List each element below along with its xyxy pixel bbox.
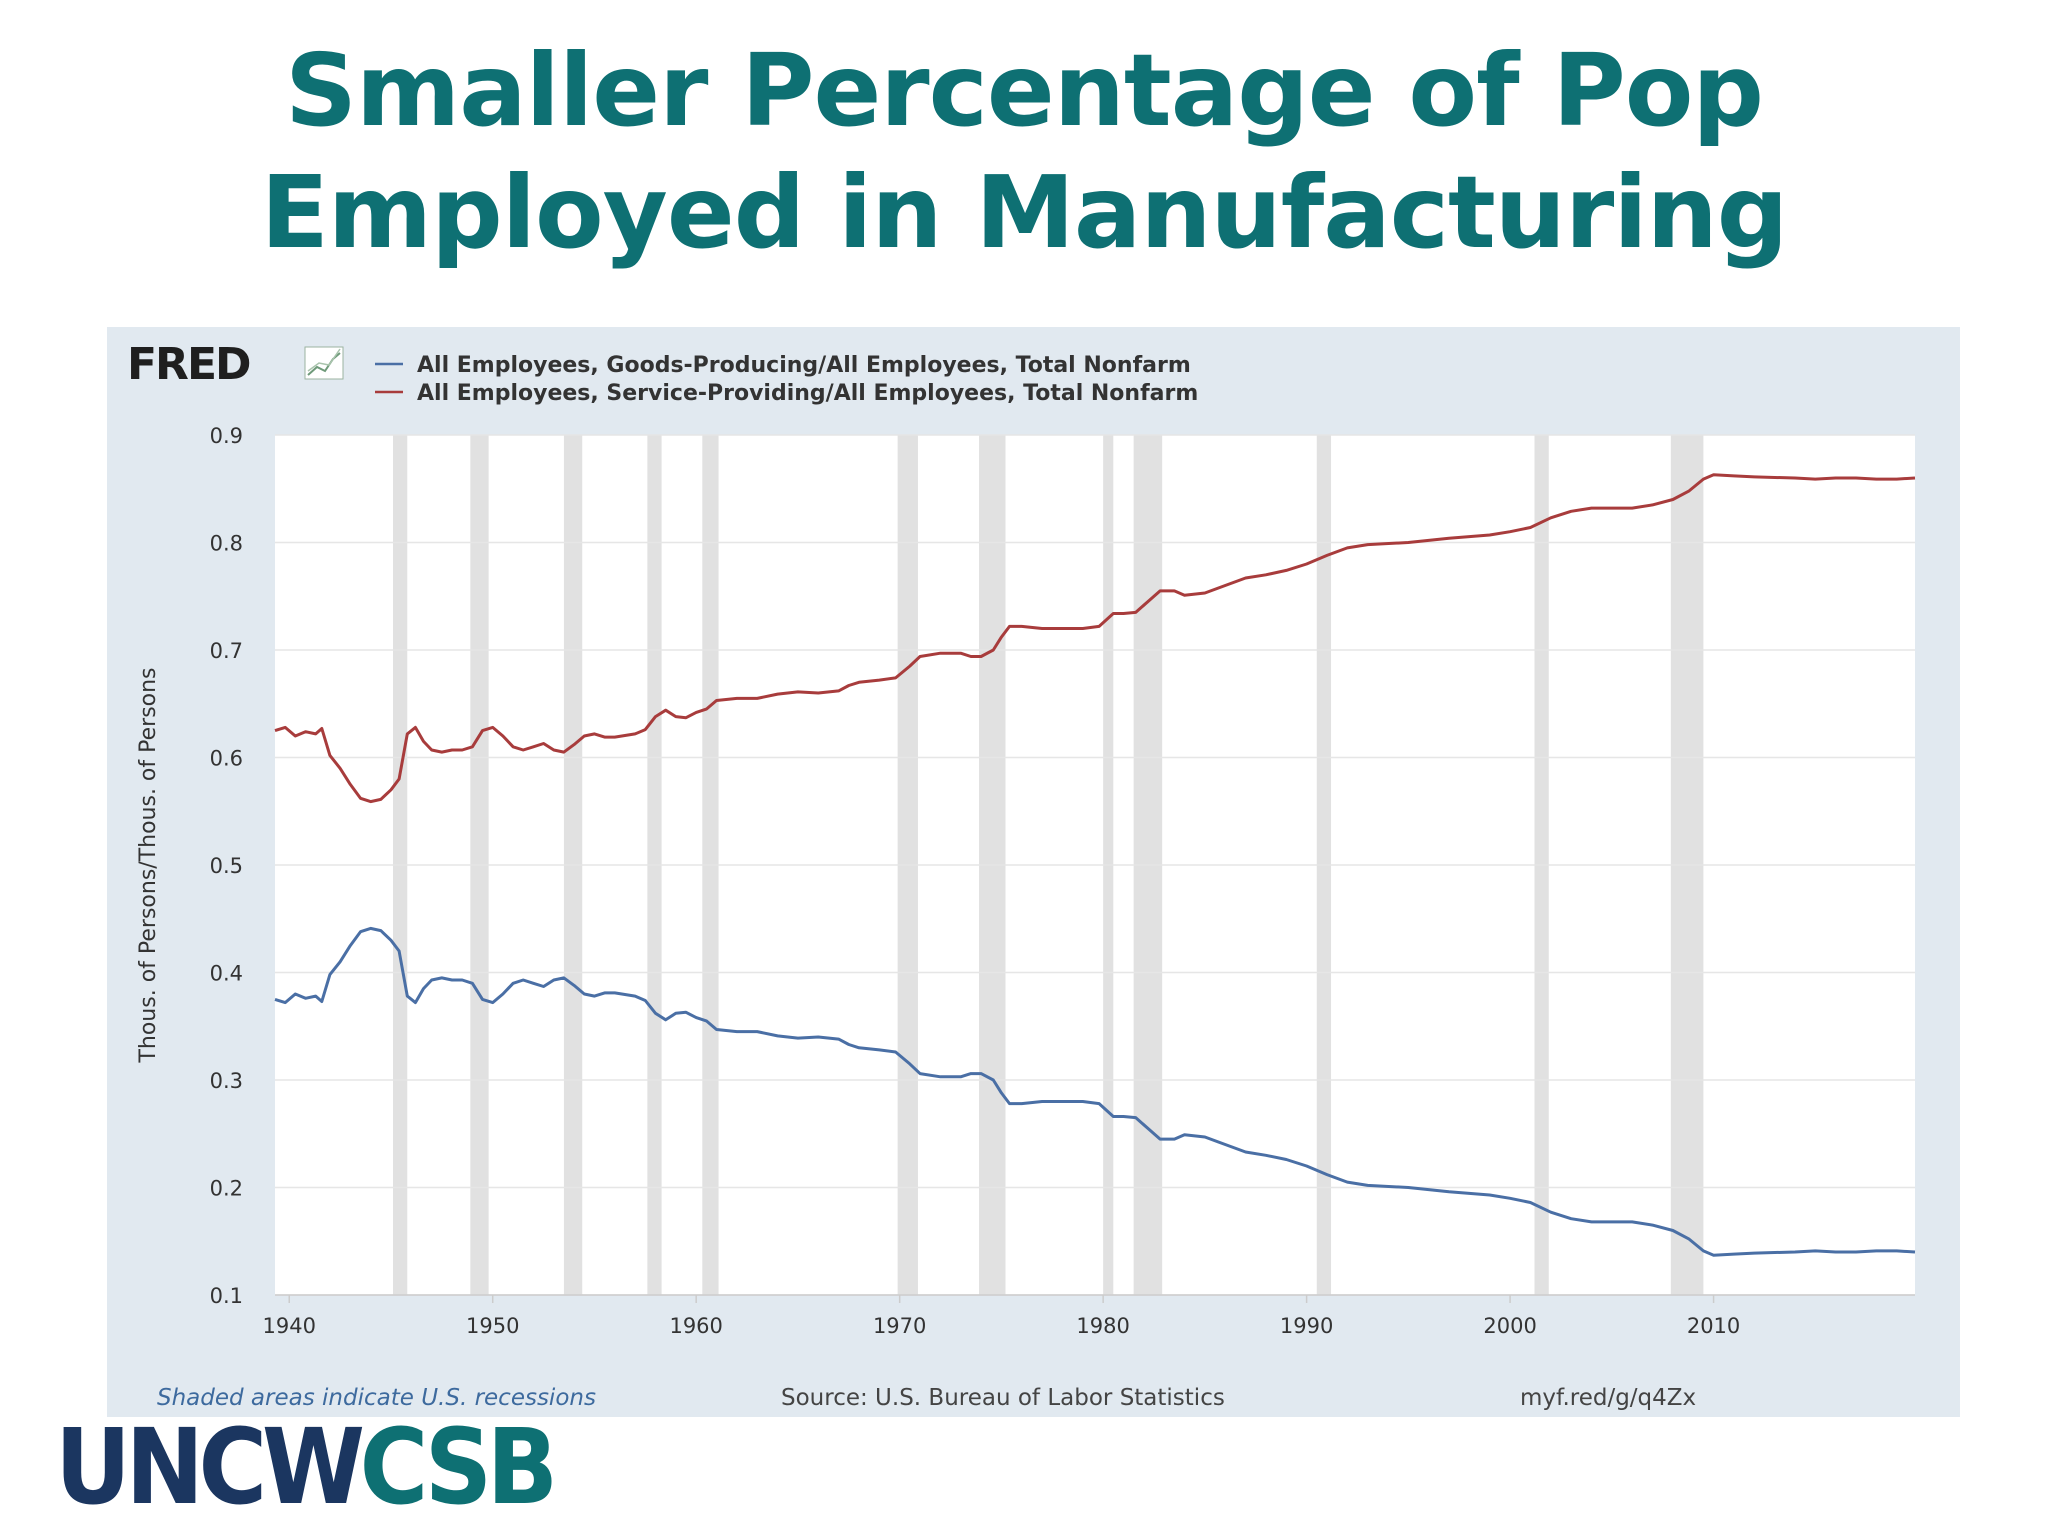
legend-label-goods: All Employees, Goods-Producing/All Emplo…: [417, 353, 1191, 378]
legend: All Employees, Goods-Producing/All Emplo…: [375, 353, 1198, 406]
fred-logo: FRED: [127, 339, 250, 390]
x-tick-labels: 1940 1950 1960 1970 1980 1990 2000 2010: [263, 1295, 1740, 1338]
x-tick-label: 2010: [1687, 1314, 1740, 1338]
x-tick-label: 1970: [873, 1314, 926, 1338]
y-tick-label: 0.8: [210, 532, 243, 556]
y-tick-label: 0.2: [210, 1177, 243, 1201]
y-tick-label: 0.4: [210, 962, 243, 986]
legend-label-service: All Employees, Service-Providing/All Emp…: [417, 381, 1198, 406]
title-line-2: Employed in Manufacturing: [260, 154, 1789, 271]
x-tick-label: 1990: [1280, 1314, 1333, 1338]
slide-title: Smaller Percentage of Pop Employed in Ma…: [0, 30, 2048, 274]
gridlines: [275, 434, 1915, 1296]
x-tick-label: 2000: [1483, 1314, 1536, 1338]
y-tick-label: 0.6: [210, 747, 243, 771]
x-tick-label: 1950: [466, 1314, 519, 1338]
fred-logo-chart-icon: [304, 346, 344, 380]
y-tick-label: 0.9: [210, 424, 243, 448]
y-tick-label: 0.7: [210, 639, 243, 663]
logo-csb: CSB: [359, 1406, 558, 1528]
chart-link[interactable]: myf.red/g/q4Zx: [1520, 1385, 1696, 1411]
logo-uncw: UNCW: [55, 1406, 365, 1528]
series-line-goods-producing: [274, 926, 1916, 1257]
x-tick-label: 1940: [263, 1314, 316, 1338]
series-line-service-providing: [274, 473, 1916, 804]
y-tick-label: 0.1: [210, 1284, 243, 1308]
source-note: Source: U.S. Bureau of Labor Statistics: [781, 1385, 1225, 1411]
recession-note: Shaded areas indicate U.S. recessions: [157, 1385, 596, 1411]
fred-chart: FRED All Employees, Goods-Producing/All …: [127, 339, 1916, 1411]
x-tick-label: 1980: [1076, 1314, 1129, 1338]
title-line-1: Smaller Percentage of Pop: [284, 32, 1764, 149]
uncwcsb-logo: UNCWCSB: [55, 1412, 558, 1522]
series-lines: [274, 473, 1916, 1257]
y-tick-label: 0.3: [210, 1069, 243, 1093]
y-tick-label: 0.5: [210, 854, 243, 878]
x-tick-label: 1960: [669, 1314, 722, 1338]
y-tick-labels: 0.9 0.8 0.7 0.6 0.5 0.4 0.3 0.2 0.1: [210, 424, 243, 1308]
fred-chart-panel: FRED All Employees, Goods-Producing/All …: [107, 327, 1960, 1417]
y-axis-label: Thous. of Persons/Thous. of Persons: [136, 667, 161, 1063]
